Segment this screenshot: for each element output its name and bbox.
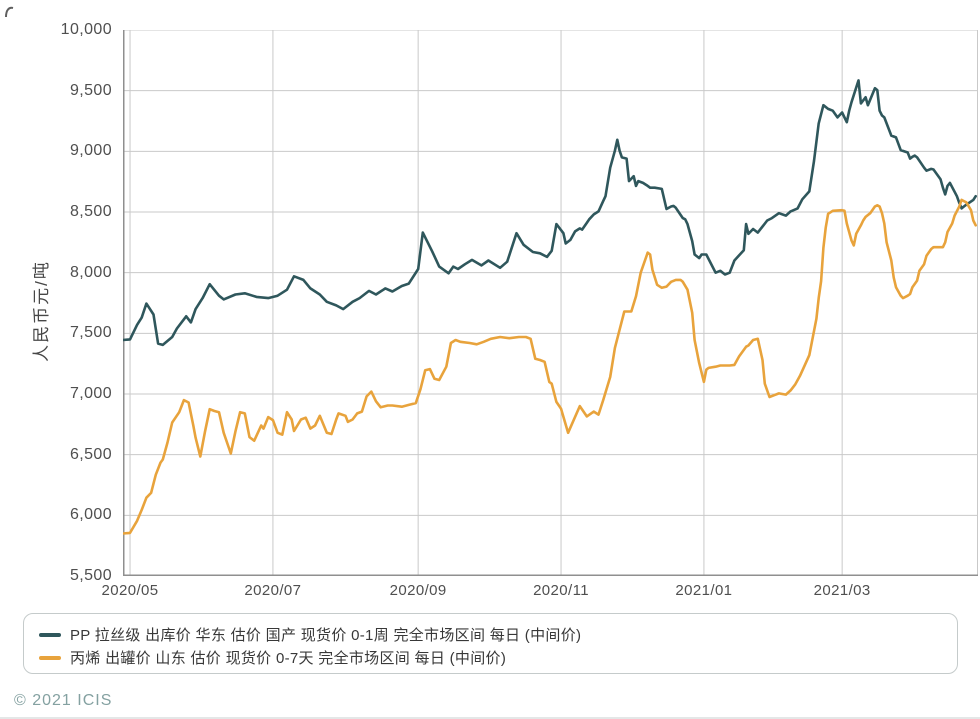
- propylene-price-line: [123, 198, 978, 535]
- legend-box: PP 拉丝级 出库价 华东 估价 国产 现货价 0-1周 完全市场区间 每日 (…: [23, 613, 958, 674]
- x-tick-label: 2021/01: [675, 582, 733, 599]
- y-tick-label: 10,000: [60, 21, 112, 38]
- y-tick-label: 6,500: [69, 445, 112, 463]
- x-tick-label: 2020/09: [389, 582, 447, 599]
- x-tick-label: 2021/03: [813, 582, 871, 599]
- corner-artifact-mark: [5, 6, 14, 18]
- y-tick-label: 5,500: [69, 567, 112, 584]
- y-tick-label: 7,000: [69, 385, 112, 402]
- y-tick-label: 6,000: [69, 506, 112, 524]
- copyright-text: © 2021 ICIS: [14, 692, 113, 709]
- legend-item-propylene: 丙烯 出罐价 山东 估价 现货价 0-7天 完全市场区间 每日 (中间价): [39, 646, 957, 669]
- plot-area: [123, 30, 978, 576]
- page-bottom-divider: [0, 717, 980, 719]
- x-tick-label: 2020/11: [533, 582, 589, 599]
- y-tick-label: 8,000: [69, 263, 112, 281]
- x-tick-label: 2020/05: [101, 582, 159, 599]
- pp-line-swatch: [39, 632, 61, 637]
- legend-label-propylene: 丙烯 出罐价 山东 估价 现货价 0-7天 完全市场区间 每日 (中间价): [70, 650, 507, 667]
- legend-item-pp: PP 拉丝级 出库价 华东 估价 国产 现货价 0-1周 完全市场区间 每日 (…: [39, 623, 957, 646]
- pp-price-line: [123, 79, 978, 347]
- propylene-line-swatch: [39, 655, 61, 660]
- y-tick-label: 7,500: [69, 324, 112, 342]
- legend-label-pp: PP 拉丝级 出库价 华东 估价 国产 现货价 0-1周 完全市场区间 每日 (…: [70, 627, 582, 644]
- y-tick-label: 8,500: [69, 203, 112, 220]
- x-tick-label: 2020/07: [244, 582, 302, 599]
- y-tick-label: 9,000: [69, 142, 112, 160]
- y-tick-label: 9,500: [69, 81, 112, 99]
